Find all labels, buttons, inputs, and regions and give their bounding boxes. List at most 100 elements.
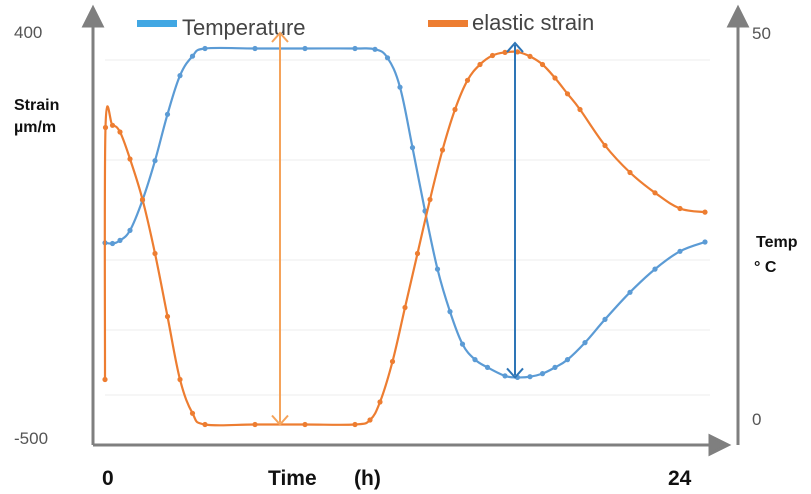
data-point-1-36 <box>702 209 708 215</box>
y-left-tick-min: -500 <box>14 429 48 448</box>
annotation-arrowhead-top-1-icon <box>506 41 524 53</box>
y-right-tick-max: 50 <box>752 24 771 43</box>
data-point-1-29 <box>552 75 558 81</box>
double-arrow-annotation-1 <box>506 41 524 379</box>
y-left-axis-label-line2: µm/m <box>14 119 56 136</box>
series-line-1 <box>103 50 706 427</box>
data-point-1-30 <box>564 91 571 97</box>
data-point-0-27 <box>552 364 558 370</box>
data-point-1-19 <box>427 196 433 203</box>
data-point-1-35 <box>677 205 683 212</box>
x-tick-start: 0 <box>102 467 114 490</box>
data-point-0-1 <box>109 240 116 247</box>
series-elastic-strain <box>102 49 708 428</box>
data-point-0-14 <box>384 55 391 61</box>
legend-label-elastic-strain: elastic strain <box>472 10 594 35</box>
x-axis-label: Time <box>268 467 317 490</box>
series-line-0 <box>104 46 706 379</box>
data-point-1-16 <box>389 358 396 365</box>
y-left-tick-max: 400 <box>14 23 42 42</box>
series-layer <box>102 45 708 428</box>
data-point-1-22 <box>464 77 471 83</box>
data-point-0-20 <box>459 341 466 347</box>
data-point-1-32 <box>602 142 608 149</box>
data-point-0-31 <box>627 289 633 295</box>
data-point-1-9 <box>189 410 196 416</box>
data-point-1-23 <box>477 61 483 68</box>
data-point-1-26 <box>514 49 521 55</box>
data-point-0-16 <box>409 145 416 151</box>
data-point-1-33 <box>627 169 633 176</box>
data-point-0-18 <box>434 266 441 272</box>
data-point-1-15 <box>377 399 383 405</box>
data-point-1-24 <box>489 52 496 59</box>
data-point-1-18 <box>414 250 421 257</box>
x-axis-arrow-icon <box>708 433 732 457</box>
annotation-arrowhead-bottom-1-icon <box>506 367 524 379</box>
data-point-0-10 <box>252 45 258 52</box>
data-point-0-12 <box>352 45 358 52</box>
x-axis-unit: (h) <box>354 467 381 490</box>
data-point-1-10 <box>202 421 208 428</box>
data-point-1-8 <box>177 376 183 383</box>
legend: Temperature elastic strain <box>137 10 594 40</box>
data-point-1-7 <box>164 313 171 320</box>
data-point-0-29 <box>582 340 588 346</box>
annotation-layer <box>271 31 524 427</box>
data-point-1-17 <box>402 304 408 311</box>
data-point-1-2 <box>109 122 116 128</box>
x-tick-end: 24 <box>668 467 692 490</box>
data-point-0-25 <box>527 374 533 380</box>
data-point-1-3 <box>117 129 123 135</box>
annotation-arrowhead-top-0-icon <box>271 31 289 43</box>
annotation-arrowhead-bottom-0-icon <box>271 414 289 427</box>
data-point-0-8 <box>189 53 196 59</box>
data-point-0-9 <box>202 45 208 52</box>
data-point-1-5 <box>139 196 146 203</box>
data-point-1-12 <box>302 421 308 428</box>
data-point-0-2 <box>117 237 123 243</box>
data-point-1-6 <box>152 250 158 257</box>
data-point-1-11 <box>252 421 258 428</box>
legend-label-temperature: Temperature <box>182 15 306 40</box>
data-point-0-19 <box>447 309 453 315</box>
data-point-1-1 <box>102 124 109 131</box>
data-point-0-34 <box>702 239 708 245</box>
data-point-0-11 <box>302 45 308 52</box>
y-right-tick-min: 0 <box>752 410 761 429</box>
background-guides <box>105 59 710 396</box>
data-point-1-21 <box>452 106 458 113</box>
data-point-1-25 <box>502 49 508 56</box>
data-point-1-0 <box>102 376 108 383</box>
data-point-0-32 <box>652 266 658 272</box>
data-point-1-13 <box>352 421 358 428</box>
data-point-0-23 <box>502 373 508 379</box>
data-point-0-33 <box>677 248 683 254</box>
data-point-1-20 <box>439 147 446 153</box>
y-right-axis-label-line2: ° C <box>754 259 777 276</box>
data-point-1-14 <box>367 417 373 423</box>
data-point-0-21 <box>472 357 478 363</box>
data-point-1-4 <box>127 156 133 162</box>
double-arrow-annotation-0 <box>271 31 289 427</box>
legend-swatch-elastic-strain <box>428 20 468 27</box>
data-point-1-28 <box>539 61 546 68</box>
data-point-0-28 <box>564 357 571 363</box>
data-point-1-31 <box>577 106 583 113</box>
data-point-1-34 <box>652 190 658 196</box>
data-point-0-30 <box>602 316 608 322</box>
data-point-0-7 <box>177 73 183 79</box>
data-point-0-26 <box>539 371 546 377</box>
data-point-0-22 <box>484 364 491 370</box>
data-point-0-3 <box>127 227 133 233</box>
y-right-axis-label-line1: Temp <box>756 234 798 251</box>
y-left-axis-label-line1: Strain <box>14 97 59 114</box>
data-point-0-6 <box>164 111 171 117</box>
data-point-0-13 <box>372 46 378 52</box>
right-axis-arrow-icon <box>726 4 750 28</box>
data-point-0-5 <box>152 158 158 164</box>
axes <box>81 4 750 457</box>
left-axis-arrow-icon <box>81 4 105 28</box>
data-point-1-27 <box>527 53 533 60</box>
